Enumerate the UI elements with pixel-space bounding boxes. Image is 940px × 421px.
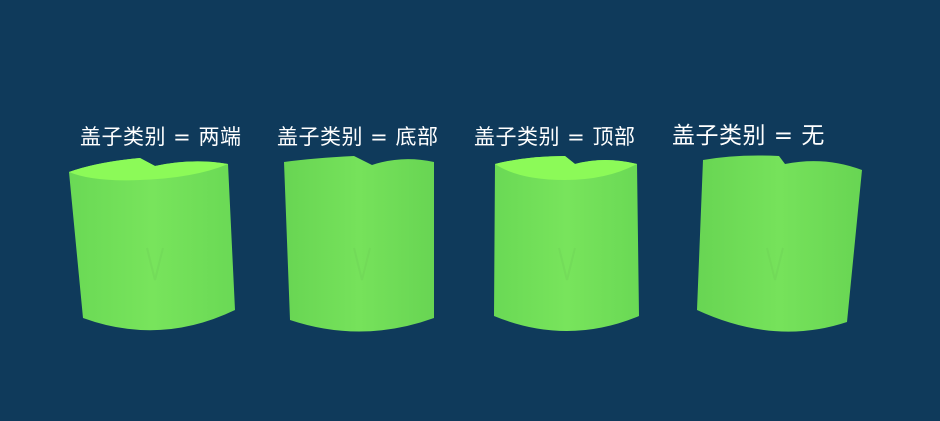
- panel-label-bottom: 盖子类别 = 底部: [277, 125, 439, 149]
- cylinder-no-caps: [675, 150, 875, 350]
- cylinder-capped-bottom: [262, 150, 462, 350]
- cylinder-capped-both-ends: [55, 150, 255, 350]
- panel-label-top: 盖子类别 = 顶部: [474, 125, 636, 149]
- panel-label-both-ends: 盖子类别 = 两端: [80, 125, 242, 149]
- panel-label-none: 盖子类别 = 无: [672, 123, 825, 149]
- cylinder-capped-top: [467, 150, 667, 350]
